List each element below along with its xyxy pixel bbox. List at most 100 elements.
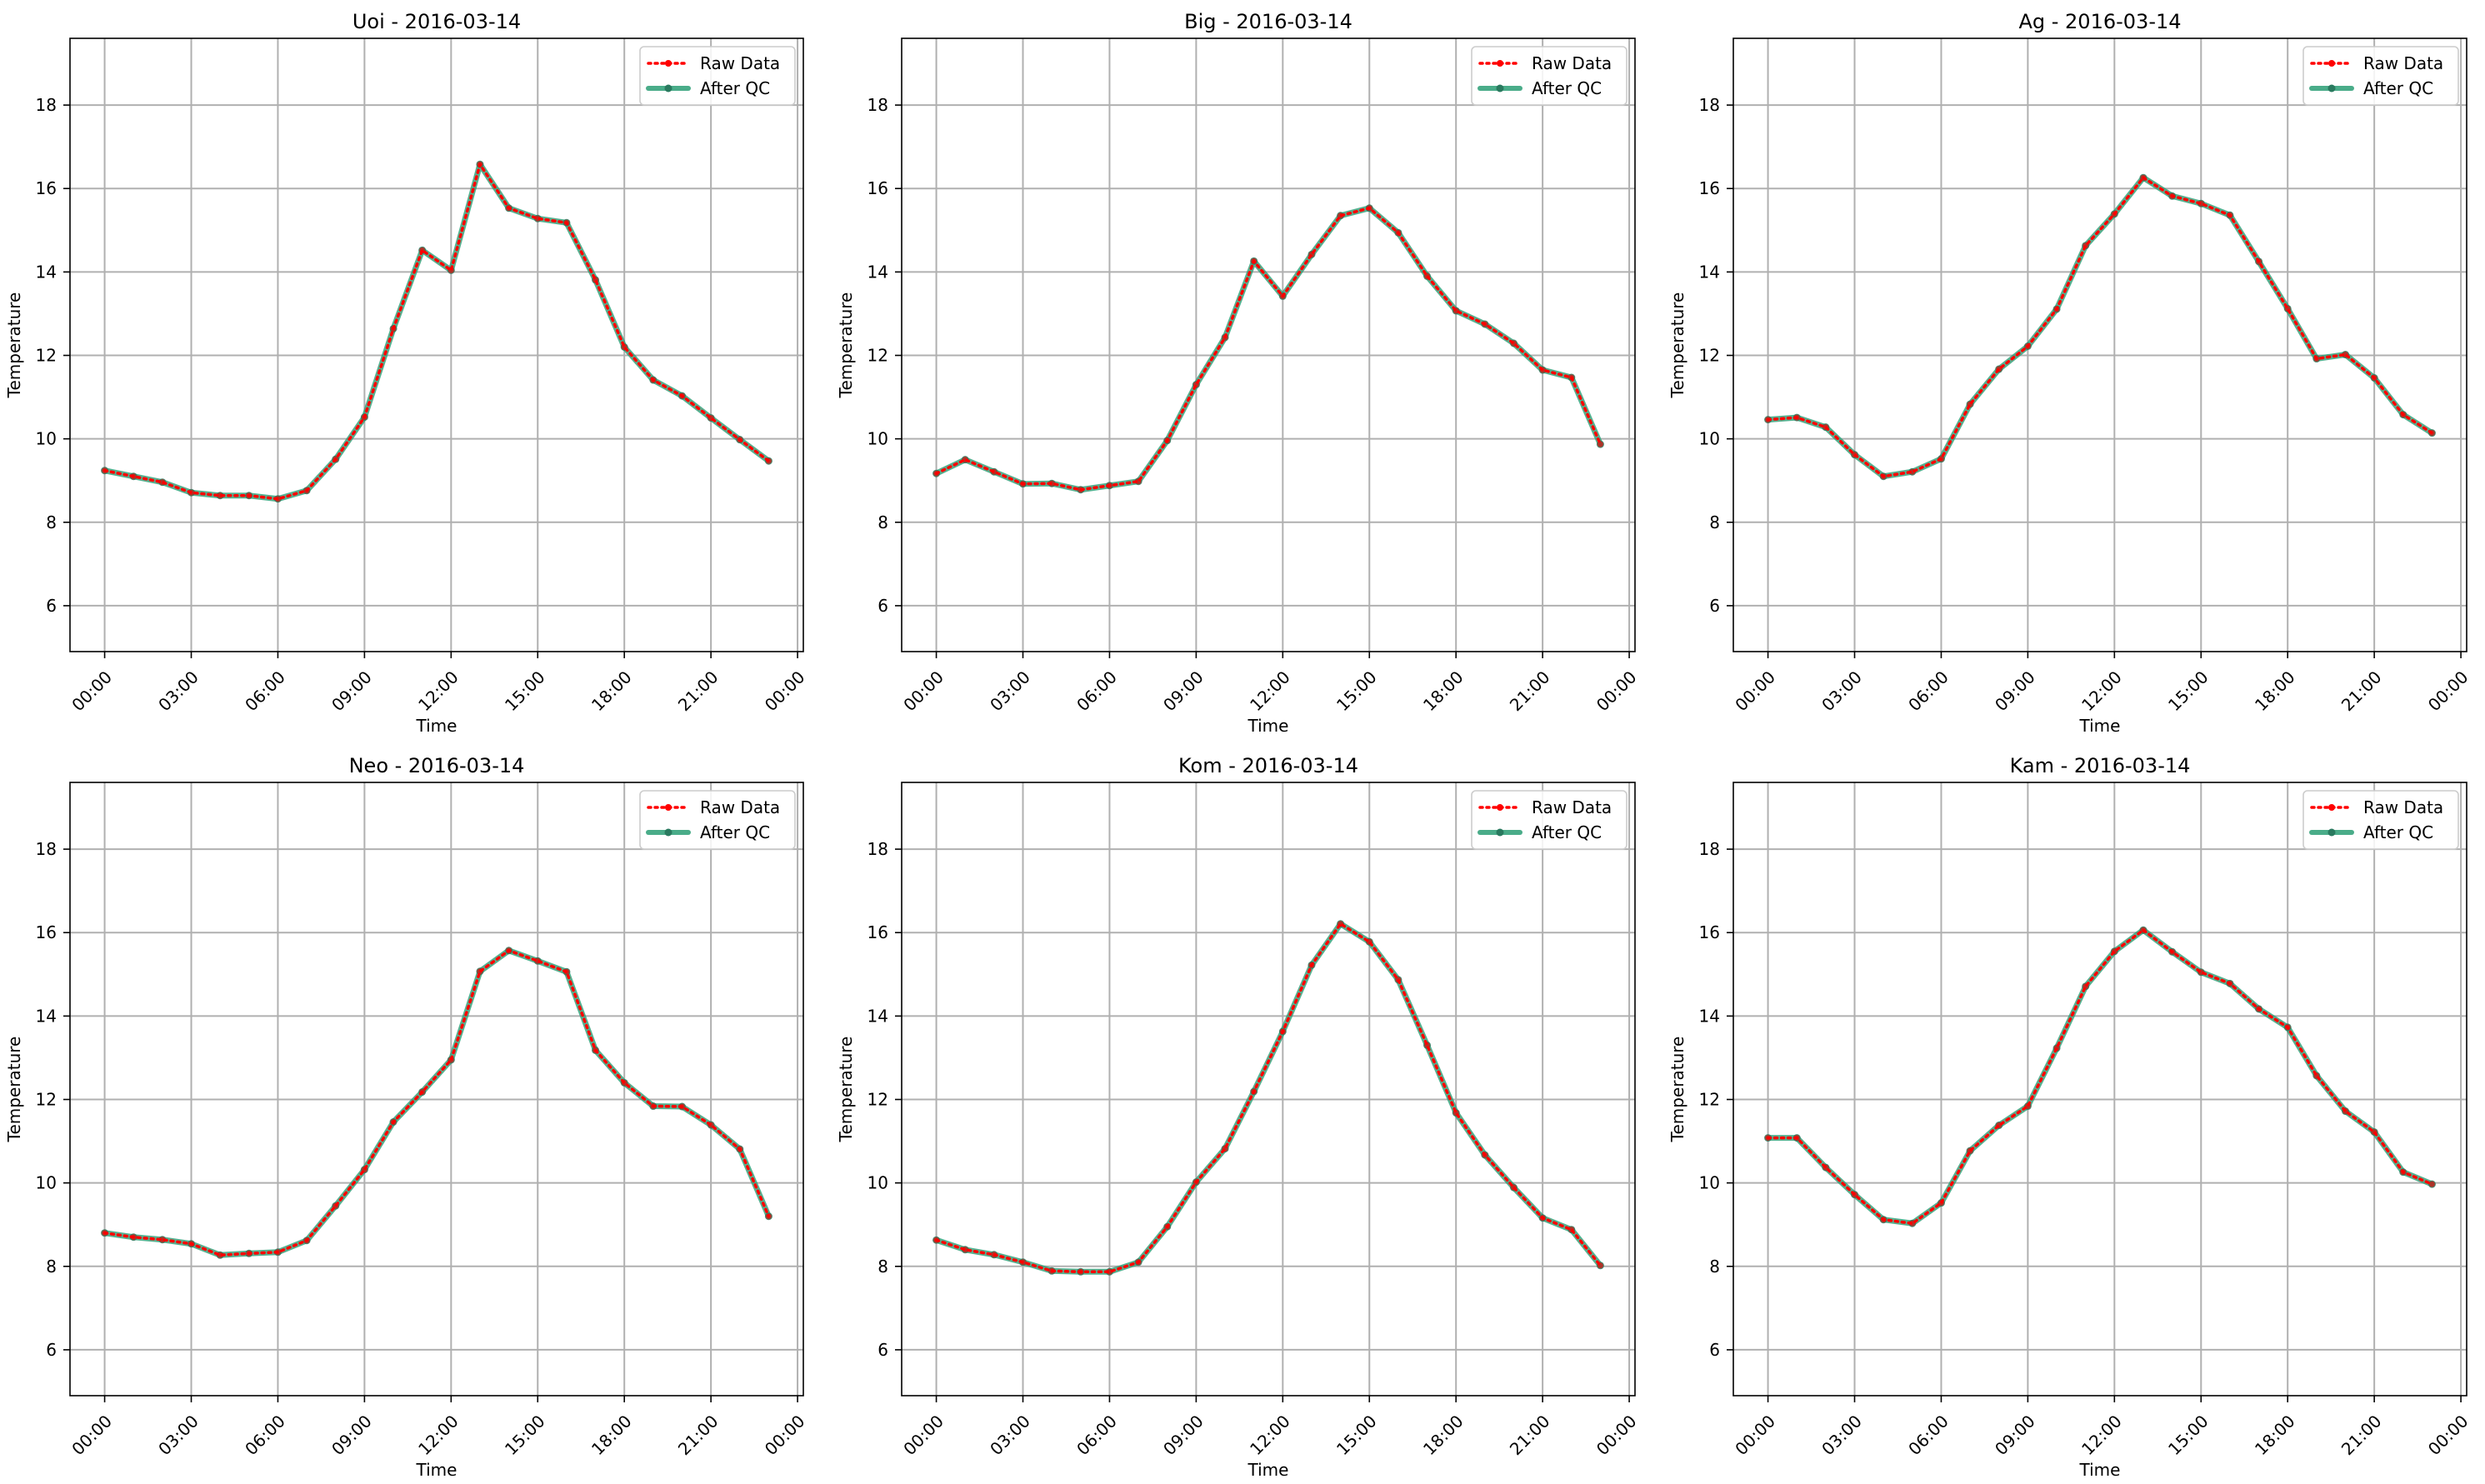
data-point-raw-data <box>1366 205 1372 212</box>
x-tick-label: 00:00 <box>68 1411 116 1459</box>
data-point-raw-data <box>1822 1164 1829 1171</box>
data-point-raw-data <box>933 1237 940 1243</box>
axes-frame <box>901 37 1636 652</box>
data-point-raw-data <box>506 947 512 954</box>
data-point-raw-data <box>217 492 223 499</box>
y-tick-label: 18 <box>36 839 57 859</box>
x-tick-label: 09:00 <box>1159 1411 1208 1459</box>
data-point-raw-data <box>991 468 998 475</box>
chart-panel-5: 6 8 10 12 14 16 18 00:00 03:00 06:00 09:00 12:00 15:… <box>836 754 1641 1480</box>
legend-label: After QC <box>2363 822 2433 842</box>
y-tick-label: 8 <box>878 1257 888 1277</box>
data-point-raw-data <box>933 470 940 477</box>
data-point-raw-data <box>1852 452 1858 458</box>
x-tick-label: 21:00 <box>2338 667 2386 715</box>
legend: Raw Data After QC <box>639 790 796 850</box>
data-point-raw-data <box>274 1249 281 1256</box>
data-point-raw-data <box>1938 1200 1944 1207</box>
data-point-raw-data <box>1048 1267 1055 1274</box>
data-point-raw-data <box>708 415 714 422</box>
x-tick-label: 18:00 <box>2251 1411 2299 1459</box>
chart-panel-3: 6 8 10 12 14 16 18 00:00 03:00 06:00 09:00 12:00 15:… <box>1668 10 2472 736</box>
y-axis-label: Temperature <box>836 292 856 399</box>
series-line-raw-data <box>102 949 771 1257</box>
data-point-raw-data <box>361 414 368 421</box>
data-point-raw-data <box>621 344 628 351</box>
legend-swatch-marker <box>1497 804 1503 811</box>
data-point-raw-data <box>1338 921 1344 927</box>
y-tick-label: 18 <box>1699 839 1720 859</box>
y-tick-label: 12 <box>36 346 57 366</box>
legend-swatch-marker <box>1496 828 1504 837</box>
data-point-raw-data <box>1106 482 1112 489</box>
data-point-raw-data <box>592 1047 599 1053</box>
y-tick-label: 10 <box>36 1173 57 1193</box>
data-point-raw-data <box>2169 948 2176 955</box>
y-tick-label: 14 <box>868 1006 888 1026</box>
y-tick-label: 12 <box>36 1090 57 1110</box>
y-axis-label: Temperature <box>836 1037 856 1143</box>
x-tick-label: 21:00 <box>2338 1411 2386 1459</box>
data-point-raw-data <box>534 215 541 222</box>
x-tick-label: 15:00 <box>501 667 549 715</box>
data-point-raw-data <box>1192 382 1199 388</box>
legend: Raw Data After QC <box>2302 790 2459 850</box>
data-point-raw-data <box>1308 962 1315 968</box>
x-tick-label: 12:00 <box>414 1411 462 1459</box>
legend-label: Raw Data <box>700 797 780 817</box>
data-point-raw-data <box>2227 212 2233 218</box>
y-tick-label: 14 <box>36 1006 57 1026</box>
legend-swatch-marker <box>1496 84 1504 92</box>
x-tick-label: 15:00 <box>1332 667 1381 715</box>
data-point-raw-data <box>1793 1135 1800 1142</box>
data-point-raw-data <box>678 392 685 399</box>
data-point-raw-data <box>1597 441 1603 447</box>
chart-panel-1: 6 8 10 12 14 16 18 00:00 03:00 06:00 09:00 12:00 15:… <box>4 10 809 736</box>
y-tick-label: 16 <box>36 178 57 198</box>
x-tick-label: 09:00 <box>1159 667 1208 715</box>
data-point-raw-data <box>2313 1072 2320 1079</box>
data-point-raw-data <box>1020 481 1027 487</box>
data-point-raw-data <box>102 1230 108 1237</box>
data-point-raw-data <box>419 1089 426 1096</box>
data-point-raw-data <box>2024 343 2031 350</box>
data-point-raw-data <box>621 1079 628 1086</box>
x-tick-label: 03:00 <box>1818 1411 1866 1459</box>
y-tick-label: 12 <box>868 346 888 366</box>
data-point-raw-data <box>506 205 512 212</box>
y-tick-label: 6 <box>878 1340 888 1360</box>
data-point-raw-data <box>246 492 252 499</box>
data-point-raw-data <box>1078 487 1084 493</box>
x-tick-label: 21:00 <box>674 1411 722 1459</box>
x-tick-label: 00:00 <box>1731 667 1779 715</box>
x-axis-label: Time <box>1248 716 1289 736</box>
data-point-raw-data <box>1078 1268 1084 1275</box>
series-line-after-qc <box>1765 174 2435 480</box>
data-point-raw-data <box>2140 174 2147 181</box>
data-point-raw-data <box>1048 480 1055 487</box>
data-point-raw-data <box>2198 969 2204 976</box>
data-point-raw-data <box>1568 1227 1575 1233</box>
data-point-raw-data <box>2082 242 2089 249</box>
chart-panel-2: 6 8 10 12 14 16 18 00:00 03:00 06:00 09:00 12:00 15:… <box>836 10 1641 736</box>
data-point-raw-data <box>1909 468 1916 475</box>
data-point-raw-data <box>1279 1028 1286 1035</box>
y-tick-label: 14 <box>1699 262 1720 282</box>
data-point-raw-data <box>563 968 570 975</box>
data-point-raw-data <box>2169 192 2176 199</box>
data-point-raw-data <box>130 473 137 480</box>
data-point-raw-data <box>1938 456 1944 462</box>
data-point-raw-data <box>2053 306 2060 312</box>
data-point-raw-data <box>303 1237 310 1244</box>
y-tick-label: 14 <box>36 262 57 282</box>
x-tick-label: 09:00 <box>328 1411 376 1459</box>
data-point-raw-data <box>361 1167 368 1173</box>
data-point-raw-data <box>130 1234 137 1241</box>
data-point-raw-data <box>2256 258 2262 265</box>
data-point-raw-data <box>188 489 195 496</box>
data-point-raw-data <box>448 1057 454 1063</box>
data-point-raw-data <box>2313 356 2320 362</box>
data-point-raw-data <box>1996 1122 2002 1129</box>
x-tick-label: 06:00 <box>241 667 289 715</box>
chart-title: Uoi - 2016-03-14 <box>352 10 521 33</box>
